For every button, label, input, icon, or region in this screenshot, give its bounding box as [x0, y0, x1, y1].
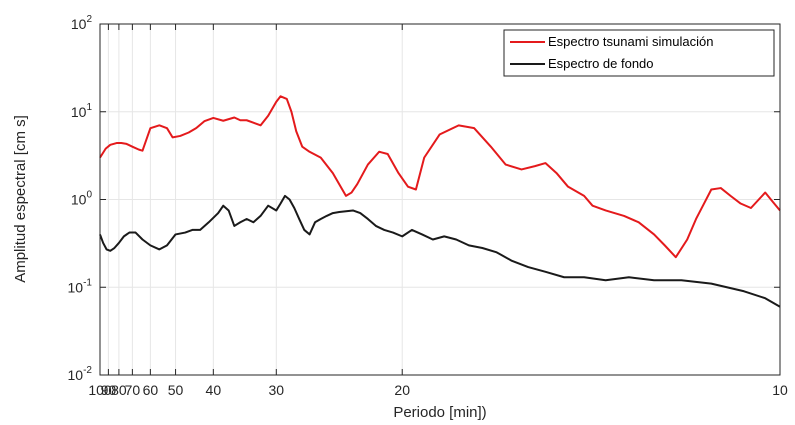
y-tick-label: 101 [71, 102, 93, 120]
x-tick-label: 50 [168, 382, 184, 398]
y-tick-label: 10-1 [68, 277, 93, 295]
y-tick-label: 100 [71, 190, 93, 208]
x-tick-label: 10 [772, 382, 788, 398]
series-layer [99, 95, 781, 308]
x-tick-label: 80 [111, 382, 127, 398]
series-line-tsunami [99, 95, 781, 259]
x-tick-label: 60 [143, 382, 159, 398]
x-tick-label: 100 [88, 382, 112, 398]
y-tick-labels: 10-2 10-1 100 101 102 [68, 14, 93, 383]
x-tick-label: 20 [394, 382, 410, 398]
x-tick-label: 30 [269, 382, 285, 398]
x-axis-label: Periodo [min]) [393, 404, 486, 421]
series-line-fondo [99, 194, 781, 308]
legend-label-tsunami: Espectro tsunami simulación [548, 34, 713, 49]
legend-box [503, 29, 775, 77]
ticks [99, 23, 781, 376]
x-tick-label: 70 [125, 382, 141, 398]
x-tick-label: 90 [101, 382, 117, 398]
y-tick-label: 10-2 [68, 365, 93, 383]
x-tick-label: 40 [206, 382, 222, 398]
y-axis-label: Amplitud espectral [cm s] [12, 115, 29, 283]
y-tick-label: 102 [71, 14, 93, 32]
legend-label-fondo: Espectro de fondo [548, 56, 654, 71]
legend: Espectro tsunami simulación Espectro de … [503, 29, 775, 77]
